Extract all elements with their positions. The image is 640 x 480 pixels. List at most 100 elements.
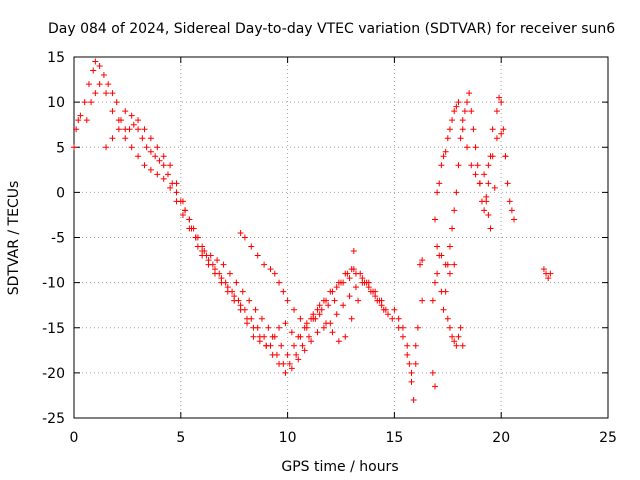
series-arc-l [540,266,554,282]
data-point [147,135,154,142]
data-point [301,347,308,354]
data-point [109,135,116,142]
data-point [346,275,353,282]
data-point [71,144,77,151]
data-point [226,270,233,277]
data-point [438,252,445,259]
data-point [186,216,193,223]
series-arc-h [431,99,509,223]
data-point [291,342,298,349]
data-point [331,297,338,304]
data-point [105,81,112,88]
data-point [135,126,142,133]
data-point [442,288,449,295]
data-point [239,288,246,295]
data-point [128,144,135,151]
x-tick-label: 15 [385,430,403,446]
data-point [103,144,110,151]
data-point [493,135,500,142]
data-point [201,248,208,255]
data-point [453,342,460,349]
data-point [410,396,417,403]
data-point [436,180,443,187]
data-point [498,130,505,137]
series-arc-b [83,81,391,376]
data-point [340,302,347,309]
data-point [308,338,315,345]
data-point [139,135,146,142]
data-point [135,153,142,160]
data-point [489,153,496,160]
data-point [455,333,462,340]
data-point [470,126,477,133]
data-point [504,180,511,187]
y-tick-label: 10 [47,95,65,111]
data-point [464,99,471,106]
data-point [167,184,174,191]
data-point [284,297,291,304]
data-point [267,266,274,273]
grid-lines [74,57,608,418]
data-point [288,365,295,372]
data-point [173,189,180,196]
data-point [472,171,479,178]
data-point [496,94,503,101]
series-arc-k [483,184,498,232]
data-point [468,162,475,169]
data-point [346,293,353,300]
data-point [434,243,441,250]
x-tick-label: 25 [599,430,617,446]
data-point [179,211,186,218]
data-point [350,248,357,255]
series-arc-f [391,257,426,403]
data-point [395,315,402,322]
data-point [122,135,129,142]
data-point [220,261,227,268]
data-point [506,198,513,205]
data-point [293,351,300,358]
data-point [367,288,374,295]
data-point [297,333,304,340]
data-point [468,108,475,115]
y-axis-label: SDTVAR / TECUs [6,181,22,296]
data-point [233,279,240,286]
data-point [474,162,481,169]
data-point [284,351,291,358]
data-point [464,144,471,151]
data-point [446,126,453,133]
data-point [126,126,133,133]
data-point [455,99,462,106]
y-tick-label: -20 [42,366,65,382]
data-point [352,284,359,291]
data-point [489,126,496,133]
data-point [297,315,304,322]
series-arc-j [434,243,458,277]
data-point [487,225,494,232]
data-point [404,342,411,349]
data-point [329,288,336,295]
data-point [156,157,163,164]
data-point [214,257,221,264]
data-point [147,148,154,155]
x-tick-label: 0 [70,430,79,446]
data-point [429,297,436,304]
data-point [481,171,488,178]
data-point [310,311,317,318]
data-point [278,342,285,349]
plot-frame [73,56,609,419]
data-point [333,311,340,318]
data-point [485,162,492,169]
data-point [451,261,458,268]
data-point [258,315,265,322]
data-point [335,338,342,345]
data-point [540,266,547,273]
data-point [419,297,426,304]
data-point [355,297,362,304]
data-point [276,324,283,331]
data-point [485,180,492,187]
tick-labels: 0 5 10 15 20 25 15 10 5 0 -5 -10 -15 -20 -25 [42,50,617,446]
data-point [130,121,137,128]
data-point [160,153,167,160]
data-point [335,279,342,286]
